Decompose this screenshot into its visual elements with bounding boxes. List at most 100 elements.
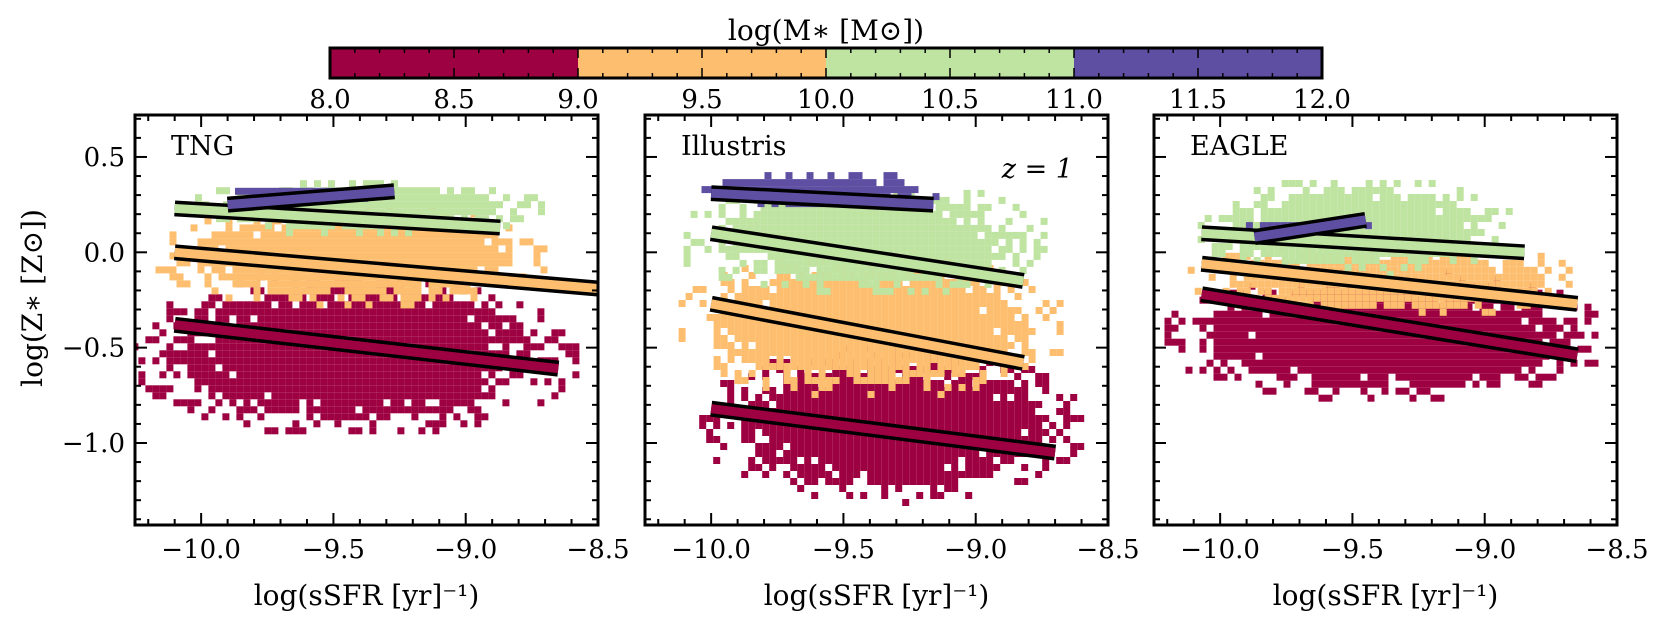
hist-cell <box>944 401 952 408</box>
hist-cell <box>313 406 321 414</box>
hist-cell <box>837 259 845 267</box>
hist-cell <box>1507 324 1515 332</box>
hist-cell <box>278 322 286 330</box>
hist-cell <box>1432 301 1440 309</box>
hist-cell <box>1474 280 1482 288</box>
hist-cell <box>1318 359 1326 367</box>
hist-cell <box>1033 245 1041 253</box>
hist-cell <box>433 208 440 216</box>
hist-cell <box>309 273 317 281</box>
hist-cell <box>281 287 289 295</box>
hist-cell <box>369 357 377 365</box>
hist-cell <box>846 300 854 307</box>
hist-cell <box>1390 301 1398 309</box>
hist-cell <box>865 238 873 246</box>
hist-cell <box>806 172 814 180</box>
hist-cell <box>1313 294 1321 302</box>
hist-cell <box>292 350 300 358</box>
hist-cell <box>1397 259 1405 267</box>
hist-cell <box>526 238 534 246</box>
hist-cell <box>1416 359 1424 367</box>
hist-cell <box>706 436 714 443</box>
hist-cell <box>867 321 875 328</box>
hist-cell <box>432 427 440 435</box>
hist-cell <box>229 350 237 358</box>
hist-cell <box>720 380 728 387</box>
hist-cell <box>1481 266 1489 274</box>
hist-cell <box>320 322 328 330</box>
hist-cell <box>1528 310 1536 318</box>
hist-cell <box>145 385 153 393</box>
hist-cell <box>930 464 938 471</box>
hist-cell <box>690 238 698 246</box>
hist-cell <box>362 315 370 323</box>
hist-cell <box>1283 324 1291 332</box>
hist-cell <box>1220 373 1228 381</box>
hist-cell <box>334 406 342 414</box>
hist-cell <box>461 208 468 216</box>
hist-cell <box>893 280 901 288</box>
hist-cell <box>930 387 938 394</box>
hist-cell <box>334 371 342 379</box>
hist-cell <box>320 315 328 323</box>
hist-cell <box>1374 338 1382 346</box>
hist-cell <box>832 279 840 286</box>
hist-cell <box>1304 387 1312 395</box>
hist-cell <box>1063 457 1071 464</box>
hist-cell <box>806 186 814 194</box>
hist-cell <box>1274 215 1282 222</box>
hist-cell <box>1348 266 1356 274</box>
hist-cell <box>341 413 349 421</box>
hist-cell <box>306 322 314 330</box>
hist-cell <box>1269 366 1277 374</box>
hist-cell <box>1395 387 1403 395</box>
hist-cell <box>421 245 429 253</box>
hist-cell <box>965 363 973 370</box>
hist-cell <box>1260 208 1268 215</box>
hist-cell <box>872 280 880 288</box>
hist-cell <box>909 457 917 464</box>
hist-cell <box>1325 359 1333 367</box>
hist-cell <box>383 287 391 295</box>
hist-cell <box>825 349 833 356</box>
hist-cell <box>797 279 805 286</box>
hist-cell <box>1446 294 1454 302</box>
hist-cell <box>1014 307 1022 314</box>
hist-cell <box>1204 215 1212 222</box>
hist-cell <box>811 377 819 384</box>
hist-cell <box>491 252 499 260</box>
hist-cell <box>1472 310 1480 318</box>
hist-cell <box>979 415 987 422</box>
hist-cell <box>739 245 747 253</box>
hist-cell <box>869 186 877 194</box>
hist-cell <box>853 356 861 363</box>
hist-cell <box>839 314 847 321</box>
hist-cell <box>1299 280 1307 288</box>
hist-cell <box>1486 317 1494 325</box>
hist-cell <box>839 307 847 314</box>
fit-line-9.0-10.0 <box>710 299 1025 368</box>
hist-cell <box>1409 345 1417 353</box>
hist-cell <box>1535 380 1543 388</box>
hist-cell <box>720 443 728 450</box>
hist-cell <box>888 457 896 464</box>
hist-cell <box>883 186 891 194</box>
hist-cell <box>727 314 735 321</box>
hist-cell <box>1262 345 1270 353</box>
hist-cell <box>797 401 805 408</box>
hist-cell <box>1206 317 1214 325</box>
hist-cell <box>1232 208 1240 215</box>
hist-cell <box>923 279 931 286</box>
hist-cell <box>881 436 889 443</box>
hist-cell <box>1337 250 1345 257</box>
hist-cell <box>895 464 903 471</box>
hist-cell <box>830 259 838 267</box>
hist-cell <box>1584 345 1592 353</box>
hist-cell <box>1278 294 1286 302</box>
hist-cell <box>888 370 896 377</box>
hist-cell <box>963 189 971 197</box>
hist-cell <box>718 273 726 281</box>
hist-cell <box>1493 366 1501 374</box>
hist-cell <box>363 201 370 209</box>
hist-cell <box>1479 303 1487 311</box>
